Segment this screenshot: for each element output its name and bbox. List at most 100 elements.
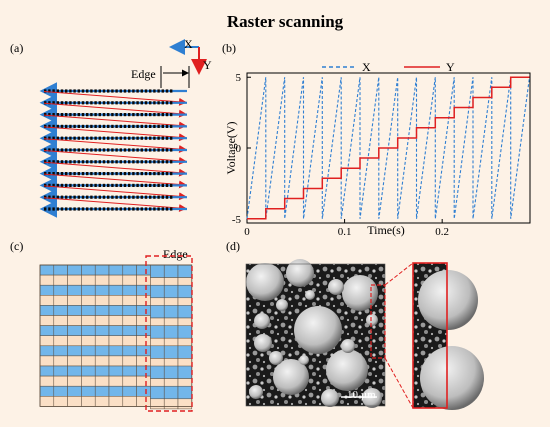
scan-pixel	[144, 124, 148, 128]
scan-pixel	[157, 183, 160, 187]
scan-pixel	[98, 195, 101, 199]
retrace-line	[43, 185, 187, 201]
scan-pixel	[86, 148, 89, 152]
scan-pixel	[86, 136, 89, 140]
y-tick-label: 0	[236, 143, 242, 155]
scan-pixel	[52, 207, 55, 211]
grid-cell	[122, 315, 137, 326]
scan-pixel	[157, 172, 160, 176]
scan-pixel	[102, 124, 106, 128]
grid-cell	[67, 365, 82, 377]
grid-cell	[94, 305, 110, 316]
scan-pixel	[128, 183, 131, 187]
grid-cell	[136, 284, 151, 296]
scan-pixel	[94, 172, 97, 176]
scan-pixel	[144, 183, 148, 187]
scan-pixel	[132, 124, 135, 128]
grid-cell	[108, 345, 124, 357]
scan-pixel	[132, 207, 135, 211]
retrace-line	[43, 150, 187, 165]
grid-cell	[108, 355, 124, 367]
y-arrow-label: Y	[203, 58, 212, 72]
sem-sphere	[246, 263, 284, 301]
scan-pixel	[77, 195, 80, 199]
scan-pixel	[165, 101, 169, 105]
scan-pixel	[90, 195, 93, 199]
scan-pixel	[111, 148, 114, 152]
legend-y-label: Y	[446, 60, 455, 74]
scan-pixel	[60, 101, 64, 105]
grid-cell	[94, 295, 110, 306]
grid-cell	[67, 375, 82, 387]
scan-pixel	[123, 172, 127, 176]
scan-pixel	[94, 124, 97, 128]
x-axis-label: Time(s)	[367, 223, 405, 237]
scan-pixel	[60, 148, 64, 152]
grid-cell	[81, 345, 96, 357]
scan-pixel	[128, 136, 131, 140]
scan-pixel	[128, 160, 131, 164]
scan-pixel	[149, 148, 152, 152]
grid-cell	[108, 264, 124, 276]
scan-pixel	[94, 136, 97, 140]
scan-pixel	[77, 172, 80, 176]
scan-pixel	[119, 89, 122, 93]
scan-pixel	[69, 148, 72, 152]
scan-pixel	[94, 101, 97, 105]
scan-pixel	[98, 136, 101, 140]
zoom-line-bottom	[384, 357, 414, 409]
scan-pixel	[111, 89, 114, 93]
scan-pixel	[157, 207, 160, 211]
grid-cell	[122, 355, 137, 367]
grid-cell	[39, 385, 55, 397]
panel-label-b: (b)	[222, 41, 236, 55]
scan-pixel	[44, 124, 47, 128]
scan-pixel	[140, 136, 143, 140]
scan-pixel	[170, 136, 173, 140]
grid-cell	[122, 345, 137, 357]
grid-cell	[177, 305, 193, 319]
scan-pixel	[52, 136, 55, 140]
scan-pixel	[94, 148, 97, 152]
scan-pixel	[107, 160, 110, 164]
scan-pixel	[81, 136, 85, 140]
scan-pixel	[157, 113, 160, 117]
grid-cell	[67, 264, 82, 276]
scan-pixel	[107, 195, 110, 199]
y-axis-label: Voltage(V)	[224, 121, 238, 174]
x-tick-label: 0.2	[435, 226, 449, 238]
scan-pixel	[136, 101, 139, 105]
grid-cell	[53, 385, 68, 397]
scan-pixel	[86, 172, 89, 176]
x-tick-label: 0	[244, 226, 250, 238]
scan-pixel	[111, 101, 114, 105]
scan-pixel	[98, 124, 101, 128]
scan-pixel	[81, 148, 85, 152]
scan-pixel	[56, 172, 59, 176]
chart-legend: X Y	[322, 60, 455, 74]
scan-pixel	[128, 101, 131, 105]
grid-cell	[108, 385, 124, 397]
scan-pixel	[144, 89, 148, 93]
scan-pixel	[119, 183, 122, 187]
scan-pixel	[119, 195, 122, 199]
grid-cell	[53, 264, 68, 276]
chart-series	[246, 76, 531, 220]
scan-pixel	[52, 113, 55, 117]
scan-pixel	[140, 160, 143, 164]
grid-cell	[81, 295, 96, 306]
scan-pixel	[157, 148, 160, 152]
grid-cell	[94, 385, 110, 397]
panel-label-a: (a)	[10, 41, 23, 55]
scan-pixel	[132, 136, 135, 140]
panel-label-d: (d)	[226, 239, 240, 253]
scan-pixel	[65, 89, 68, 93]
retrace-line	[43, 91, 187, 106]
grid-cell	[136, 375, 151, 387]
scan-pixel	[123, 160, 127, 164]
grid-cell	[81, 305, 96, 316]
retrace-line	[43, 197, 187, 213]
scan-pixel	[165, 136, 169, 140]
grid-cell	[81, 325, 96, 336]
figure-title: Raster scanning	[227, 12, 344, 31]
